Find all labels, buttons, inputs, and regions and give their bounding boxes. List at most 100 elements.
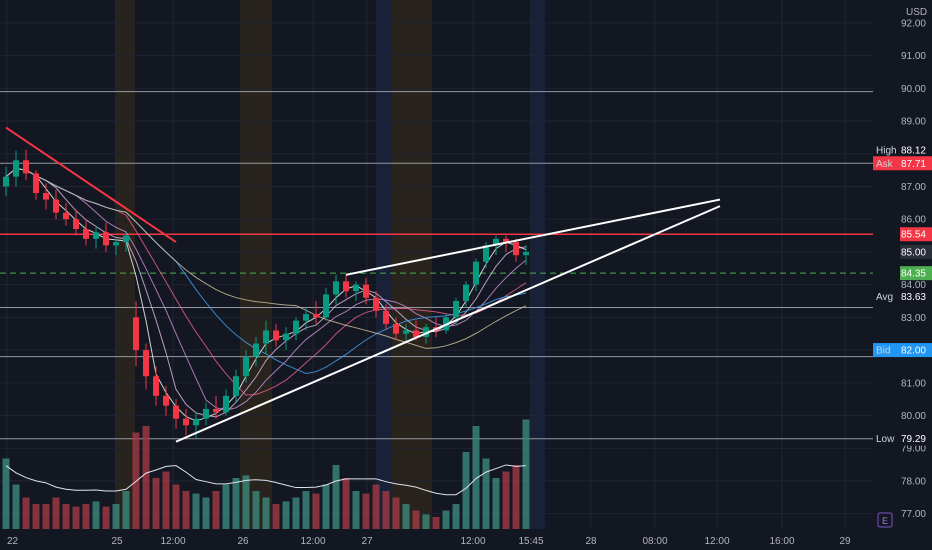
volume-bar <box>312 493 320 530</box>
x-tick-label: 16:00 <box>769 536 794 547</box>
candle-body <box>53 199 59 213</box>
price-axis[interactable]: USD 92.0091.0090.0089.0088.0087.0086.008… <box>873 0 932 530</box>
session-band <box>115 0 135 530</box>
grid <box>0 0 873 530</box>
volume-bar <box>192 493 200 530</box>
y-tick-label: 83.00 <box>901 313 926 324</box>
volume-bar <box>242 475 250 530</box>
candle-body <box>293 320 299 334</box>
volume-bar <box>522 419 530 530</box>
candle-body <box>383 310 389 324</box>
price-tag-value: 88.12 <box>901 145 926 156</box>
volume-bar <box>152 478 160 530</box>
y-tick-label: 80.00 <box>901 411 926 422</box>
candle-body <box>393 323 399 334</box>
candle-body <box>313 314 319 318</box>
price-tag-name: Ask <box>876 159 894 170</box>
x-tick-label: 22 <box>7 536 19 547</box>
price-tag-value: 85.00 <box>901 247 926 258</box>
volume-bar <box>142 426 150 530</box>
ma-line <box>5 167 527 349</box>
volume-bar <box>92 501 100 530</box>
trendline[interactable] <box>345 198 721 276</box>
volume-bar <box>462 452 470 530</box>
x-tick-label: 15:45 <box>518 536 543 547</box>
candle-body <box>103 232 109 246</box>
x-tick-label: 12:00 <box>460 536 485 547</box>
price-tag-box <box>900 431 932 446</box>
volume-bar <box>432 517 440 530</box>
volume-bar <box>442 510 450 530</box>
trendline[interactable] <box>5 126 177 243</box>
candle-body <box>453 300 459 318</box>
x-tick-label: 12:00 <box>160 536 185 547</box>
y-tick-label: 77.00 <box>901 509 926 520</box>
volume-bar <box>452 504 460 530</box>
volume-bar <box>362 493 370 530</box>
volume-bar <box>22 497 30 530</box>
candle-body <box>403 330 409 334</box>
session-band <box>376 0 392 530</box>
trendline[interactable] <box>175 205 721 443</box>
volume-bar <box>482 458 490 530</box>
y-tick-label: 90.00 <box>901 84 926 95</box>
price-tag-box <box>900 227 932 242</box>
price-tag-name: Low <box>876 434 895 445</box>
x-tick-label: 08:00 <box>642 536 667 547</box>
volume-bar <box>222 484 230 530</box>
volume-bar <box>352 491 360 530</box>
price-tag-value: 84.35 <box>901 269 926 280</box>
candle-body <box>423 327 429 337</box>
volume-bar <box>502 471 510 530</box>
candle-body <box>83 229 89 239</box>
volume-bar <box>232 478 240 530</box>
price-tag-box <box>900 244 932 259</box>
candle-body <box>253 343 259 357</box>
candle-body <box>303 314 309 321</box>
y-tick-label: 86.00 <box>901 215 926 226</box>
candle-body <box>263 330 269 344</box>
candle-body <box>413 330 419 337</box>
candle-body <box>153 376 159 396</box>
candle-body <box>93 232 99 239</box>
price-tag-value: 83.63 <box>901 292 926 303</box>
price-tags: 88.12 High 87.71 Ask 85.54 85.00 84.35 83.63 Avg… <box>873 142 932 446</box>
x-tick-label: 25 <box>111 536 123 547</box>
volume-bar <box>2 458 10 530</box>
candle-body <box>493 238 499 246</box>
candle-body <box>343 281 349 292</box>
volume-bar <box>322 484 330 530</box>
price-tag-name-box <box>873 156 900 171</box>
price-tag-value: 87.71 <box>901 159 926 170</box>
volume-bar <box>392 497 400 530</box>
volume-bar <box>62 504 70 530</box>
price-tag-box <box>900 266 932 281</box>
candle-body <box>373 297 379 311</box>
price-tag-name: Avg <box>876 292 893 303</box>
candle-body <box>213 408 219 413</box>
volume-ma <box>5 464 527 496</box>
volume-bar <box>82 504 90 530</box>
session-bands <box>115 0 545 530</box>
currency-label: USD <box>906 7 927 18</box>
price-tag-name-box <box>873 142 900 157</box>
candle-body <box>43 193 49 200</box>
y-tick-label: 79.00 <box>901 444 926 455</box>
candle-body <box>63 212 69 220</box>
trendlines[interactable] <box>5 126 721 443</box>
candle-body <box>283 333 289 341</box>
volume-bar <box>262 497 270 530</box>
volume-bar <box>32 504 40 530</box>
time-axis[interactable]: 22 25 12:00 26 12:00 27 12:00 15:45 28 08:00 12:00… <box>0 529 932 550</box>
events-badge-label: E <box>882 516 888 526</box>
y-tick-label: 78.00 <box>901 476 926 487</box>
events-badge[interactable]: E <box>877 512 893 528</box>
events-badge-box <box>877 512 893 528</box>
volume-bar <box>422 514 430 530</box>
x-tick-label: 12:00 <box>704 536 729 547</box>
candle-body <box>73 219 79 230</box>
candle-body <box>473 261 479 285</box>
candle-body <box>183 418 189 426</box>
volume-bar <box>72 506 80 530</box>
